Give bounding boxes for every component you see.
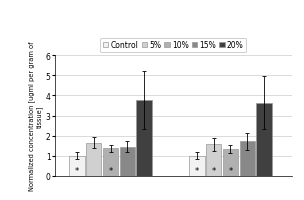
Y-axis label: Normalized concentration [ugml per gram of
tissue]: Normalized concentration [ugml per gram … [28, 42, 43, 190]
Text: *: * [75, 166, 79, 175]
Bar [103, 148, 118, 176]
Bar [240, 142, 255, 176]
Bar [136, 100, 152, 176]
Bar [189, 156, 205, 176]
Text: *: * [195, 166, 199, 175]
Bar [86, 143, 102, 176]
Text: *: * [228, 166, 233, 175]
Bar [119, 147, 135, 176]
Bar [256, 103, 271, 176]
Bar [223, 150, 238, 176]
Bar [69, 156, 85, 176]
Text: *: * [109, 166, 113, 175]
Legend: Control, 5%, 10%, 15%, 20%: Control, 5%, 10%, 15%, 20% [100, 39, 246, 53]
Text: *: * [212, 166, 216, 175]
Bar [206, 144, 221, 176]
